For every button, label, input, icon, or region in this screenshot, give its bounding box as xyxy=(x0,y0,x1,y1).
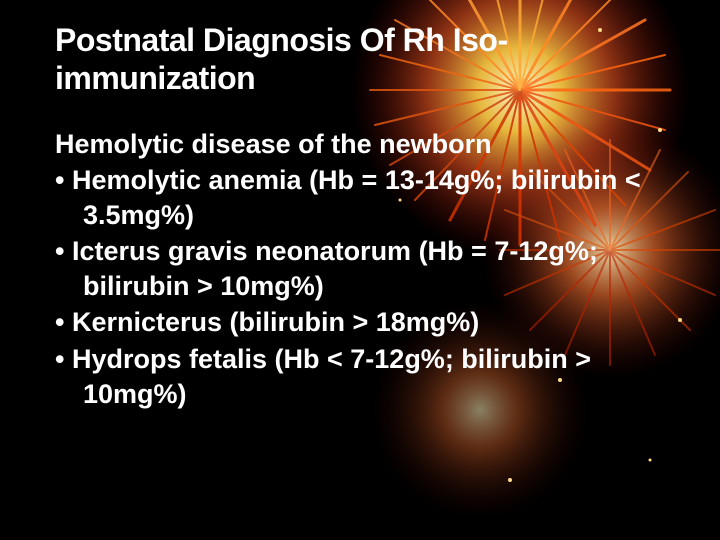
list-item: Hydrops fetalis (Hb < 7-12g%; bilirubin … xyxy=(55,342,680,411)
slide-subtitle: Hemolytic disease of the newborn xyxy=(55,128,680,162)
slide-title: Postnatal Diagnosis Of Rh Iso-immunizati… xyxy=(55,22,680,98)
bullet-list: Hemolytic anemia (Hb = 13-14g%; bilirubi… xyxy=(55,163,680,411)
slide-content: Postnatal Diagnosis Of Rh Iso-immunizati… xyxy=(0,0,720,411)
list-item: Hemolytic anemia (Hb = 13-14g%; bilirubi… xyxy=(55,163,680,232)
list-item: Icterus gravis neonatorum (Hb = 7-12g%; … xyxy=(55,234,680,303)
list-item: Kernicterus (bilirubin > 18mg%) xyxy=(55,305,680,340)
